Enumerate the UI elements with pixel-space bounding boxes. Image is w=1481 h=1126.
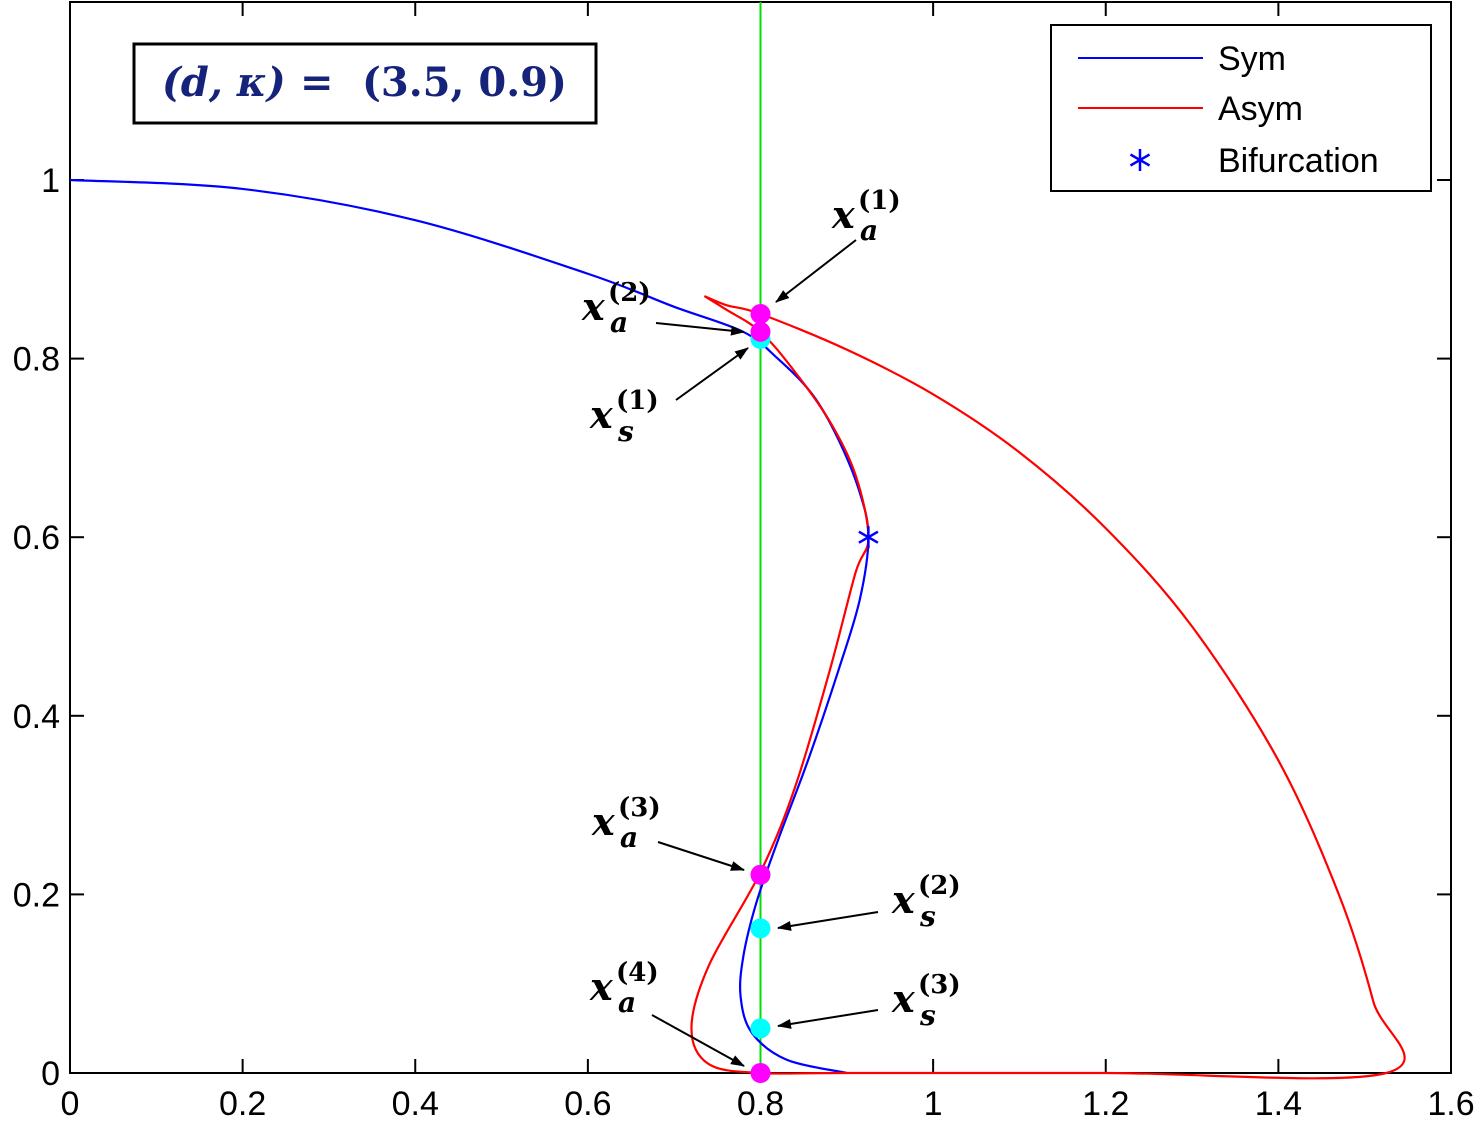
- marker-xs2: [750, 918, 771, 939]
- label-xa3-sub: a: [620, 821, 638, 854]
- bifurcation-star: [858, 526, 879, 549]
- y-tick-label: 0.4: [13, 698, 60, 736]
- label-xa1-base: x: [831, 192, 856, 237]
- label-xa4-base: x: [589, 964, 614, 1009]
- x-tick-label: 0.2: [219, 1085, 266, 1123]
- legend-asym-label: Asym: [1218, 90, 1303, 128]
- series-line-asym: [690, 295, 1406, 1080]
- arrow-xa2: [655, 322, 745, 336]
- label-xs2: x s (2): [891, 871, 961, 933]
- parameter-lhs: (d, κ): [162, 59, 286, 106]
- label-xa1: x a (1): [831, 186, 901, 247]
- label-xs3: x s (3): [891, 970, 961, 1032]
- label-xs2-sub: s: [919, 900, 936, 933]
- label-xa2-base: x: [581, 284, 606, 329]
- marker-xa3: [750, 864, 771, 885]
- y-tick-label: 0.8: [13, 341, 60, 379]
- label-xa2: x a (2): [581, 278, 651, 339]
- label-xa1-sub: a: [860, 214, 878, 247]
- label-xs3-sub: s: [919, 999, 936, 1032]
- marker-xa1: [750, 303, 771, 324]
- label-xa3-sup: (3): [618, 793, 661, 823]
- y-tick-label: 0: [41, 1055, 60, 1093]
- x-tick-label: 1.2: [1082, 1085, 1129, 1123]
- marker-xa4: [750, 1063, 771, 1083]
- label-xa1-sup: (1): [858, 186, 901, 216]
- arrow-xs3: [777, 1009, 879, 1029]
- label-xs3-base: x: [891, 976, 916, 1021]
- label-xs1-sub: s: [617, 415, 634, 448]
- marker-xa2: [750, 321, 771, 342]
- x-tick-label: 0.8: [737, 1085, 784, 1123]
- label-xa4-sub: a: [618, 986, 636, 1019]
- x-tick-label: 1.4: [1255, 1085, 1302, 1123]
- x-tick-label: 0: [61, 1085, 80, 1123]
- arrow-xa3: [657, 841, 745, 871]
- x-tick-label: 1.6: [1427, 1085, 1474, 1123]
- label-xa3-base: x: [591, 799, 616, 844]
- arrow-xa1: [775, 239, 857, 303]
- label-xa2-sub: a: [610, 306, 628, 339]
- legend-bifurcation-label: Bifurcation: [1218, 142, 1379, 180]
- annotation-labels: x a (1) x a (2) x s (1) x a (3) x s (2) …: [581, 186, 961, 1032]
- label-xs2-sup: (2): [918, 871, 961, 901]
- point-markers: [750, 303, 771, 1083]
- label-xs3-sup: (3): [918, 970, 961, 1000]
- series-line-sym: [69, 178, 870, 1075]
- parameter-rhs: (3.5, 0.9): [362, 59, 567, 106]
- star-stroke: [1129, 153, 1151, 167]
- series-group: [69, 178, 1406, 1080]
- label-xa4: x a (4): [589, 958, 659, 1019]
- legend-bifurcation-swatch: [1129, 149, 1151, 171]
- label-xs2-base: x: [891, 877, 916, 922]
- parameter-box: (d, κ) = (3.5, 0.9): [132, 42, 598, 125]
- marker-xs3: [750, 1018, 771, 1039]
- star-stroke: [858, 530, 879, 544]
- y-tick-label: 0.6: [13, 519, 60, 557]
- parameter-box-frame: [132, 42, 598, 125]
- x-tick-label: 0.4: [392, 1085, 439, 1123]
- annotation-arrows: [651, 239, 879, 1067]
- label-xs1: x s (1): [589, 386, 659, 448]
- x-tick-label: 0.6: [564, 1085, 611, 1123]
- label-xs1-sup: (1): [616, 386, 659, 416]
- parameter-eq: =: [300, 59, 334, 106]
- legend-star: [1129, 149, 1151, 171]
- y-tick-label: 1: [41, 162, 60, 200]
- label-xa4-sup: (4): [616, 958, 659, 988]
- label-xa3: x a (3): [591, 793, 661, 854]
- arrow-xs2: [777, 911, 879, 931]
- y-tick-label: 0.2: [13, 876, 60, 914]
- axis-tick-labels: 0 0.2 0.4 0.6 0.8 1 1.2 1.4 1.6 0 0.2 0.4 0.6 0.8 1: [13, 162, 1475, 1123]
- label-xa2-sup: (2): [608, 278, 651, 308]
- x-tick-label: 1: [924, 1085, 943, 1123]
- legend-sym-label: Sym: [1218, 40, 1286, 78]
- bifurcation-marker: [858, 526, 879, 549]
- arrow-xs1: [675, 347, 749, 401]
- label-xs1-base: x: [589, 392, 614, 437]
- legend: Sym Asym Bifurcation: [1050, 24, 1432, 192]
- arrow-xa4: [651, 1014, 745, 1067]
